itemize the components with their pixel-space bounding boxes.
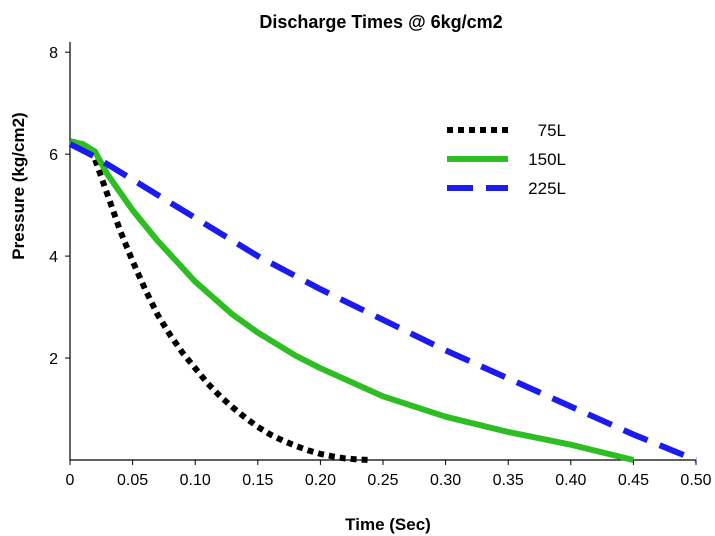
x-tick-label: 0.30 (430, 472, 461, 489)
y-tick-label: 6 (49, 147, 58, 164)
x-tick-label: 0.05 (117, 472, 148, 489)
chart-title: Discharge Times @ 6kg/cm2 (259, 12, 502, 32)
legend-label: 150L (528, 150, 566, 169)
x-tick-group: 0 0.05 0.10 0.15 0.20 0.25 0.30 0.35 0.40 0.45 0.5… (66, 460, 712, 489)
legend-label: 75L (538, 121, 566, 140)
y-tick-label: 4 (49, 249, 58, 266)
legend: 75L 150L 225L (447, 121, 566, 198)
x-tick-label: 0.10 (180, 472, 211, 489)
x-tick-label: 0.20 (305, 472, 336, 489)
x-tick-label: 0.15 (242, 472, 273, 489)
x-tick-label: 0.45 (618, 472, 649, 489)
series-line-150L (69, 138, 635, 463)
x-tick-label: 0.50 (680, 472, 711, 489)
x-tick-label: 0.35 (493, 472, 524, 489)
y-axis-label: Pressure (kg/cm2) (9, 112, 28, 259)
y-tick-label: 2 (49, 351, 58, 368)
legend-label: 225L (528, 179, 566, 198)
series-line-225L (68, 141, 698, 463)
y-tick-label: 8 (49, 45, 58, 62)
x-tick-label: 0 (66, 472, 75, 489)
y-tick-group: 2 4 6 8 (49, 45, 70, 368)
series-line-75L (69, 138, 371, 463)
x-tick-label: 0.25 (367, 472, 398, 489)
series-group (68, 138, 698, 463)
x-tick-label: 0.40 (555, 472, 586, 489)
x-axis-label: Time (Sec) (345, 515, 431, 534)
